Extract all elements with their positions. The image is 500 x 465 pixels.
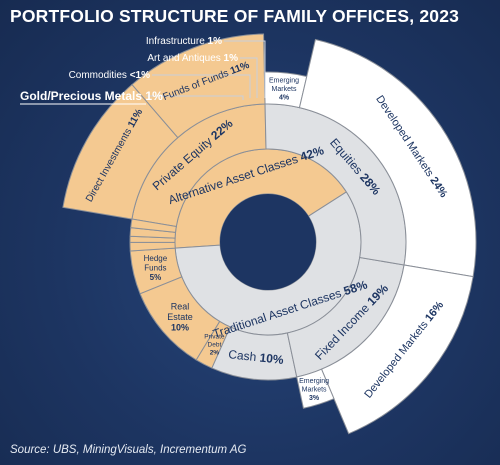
slice-developed-markets-equities: [298, 38, 477, 278]
label-emerging-markets-fixed-income: Emerging Markets 3%: [299, 378, 329, 402]
label-hedge-funds: Hedge Funds 5%: [144, 254, 168, 282]
callout-infrastructure: Infrastructure 1%: [146, 36, 222, 47]
outer-ring: [62, 33, 477, 435]
callout-art-and-antiques: Art and Antiques 1%: [147, 53, 238, 64]
slice-private-debt: [195, 320, 231, 369]
callout-lines: [146, 40, 266, 100]
callout-line-commodities: [152, 74, 251, 98]
callout-labels: Infrastructure 1% Art and Antiques 1% Co…: [20, 36, 238, 105]
callout-gold-precious-metals: Gold/Precious Metals 1%: [20, 89, 163, 103]
label-real-estate: Real Estate 10%: [167, 302, 193, 333]
label-cash: Cash 10%: [228, 347, 285, 367]
slice-infrastructure: [130, 218, 177, 233]
slice-real-estate: [139, 276, 221, 361]
center-hole: [220, 194, 316, 290]
label-private-debt: Private Debt 2%: [204, 334, 225, 357]
callout-line-art: [240, 57, 258, 98]
slice-developed-markets-fixed-income: [320, 264, 474, 435]
chart-source: Source: UBS, MiningVisuals, Incrementum …: [10, 444, 247, 456]
callout-commodities: Commodities <1%: [69, 70, 151, 81]
middle-ring: [129, 103, 407, 381]
slice-emerging-markets-fixed-income: [296, 368, 335, 409]
slice-funds-of-funds: [131, 33, 266, 139]
slice-cash: [211, 326, 298, 381]
callout-line-gold: [146, 95, 244, 100]
label-emerging-markets-equities: Emerging Markets 4%: [269, 78, 299, 102]
callout-line-infrastructure: [224, 40, 266, 98]
chart-title: PORTFOLIO STRUCTURE OF FAMILY OFFICES, 2…: [10, 6, 460, 26]
